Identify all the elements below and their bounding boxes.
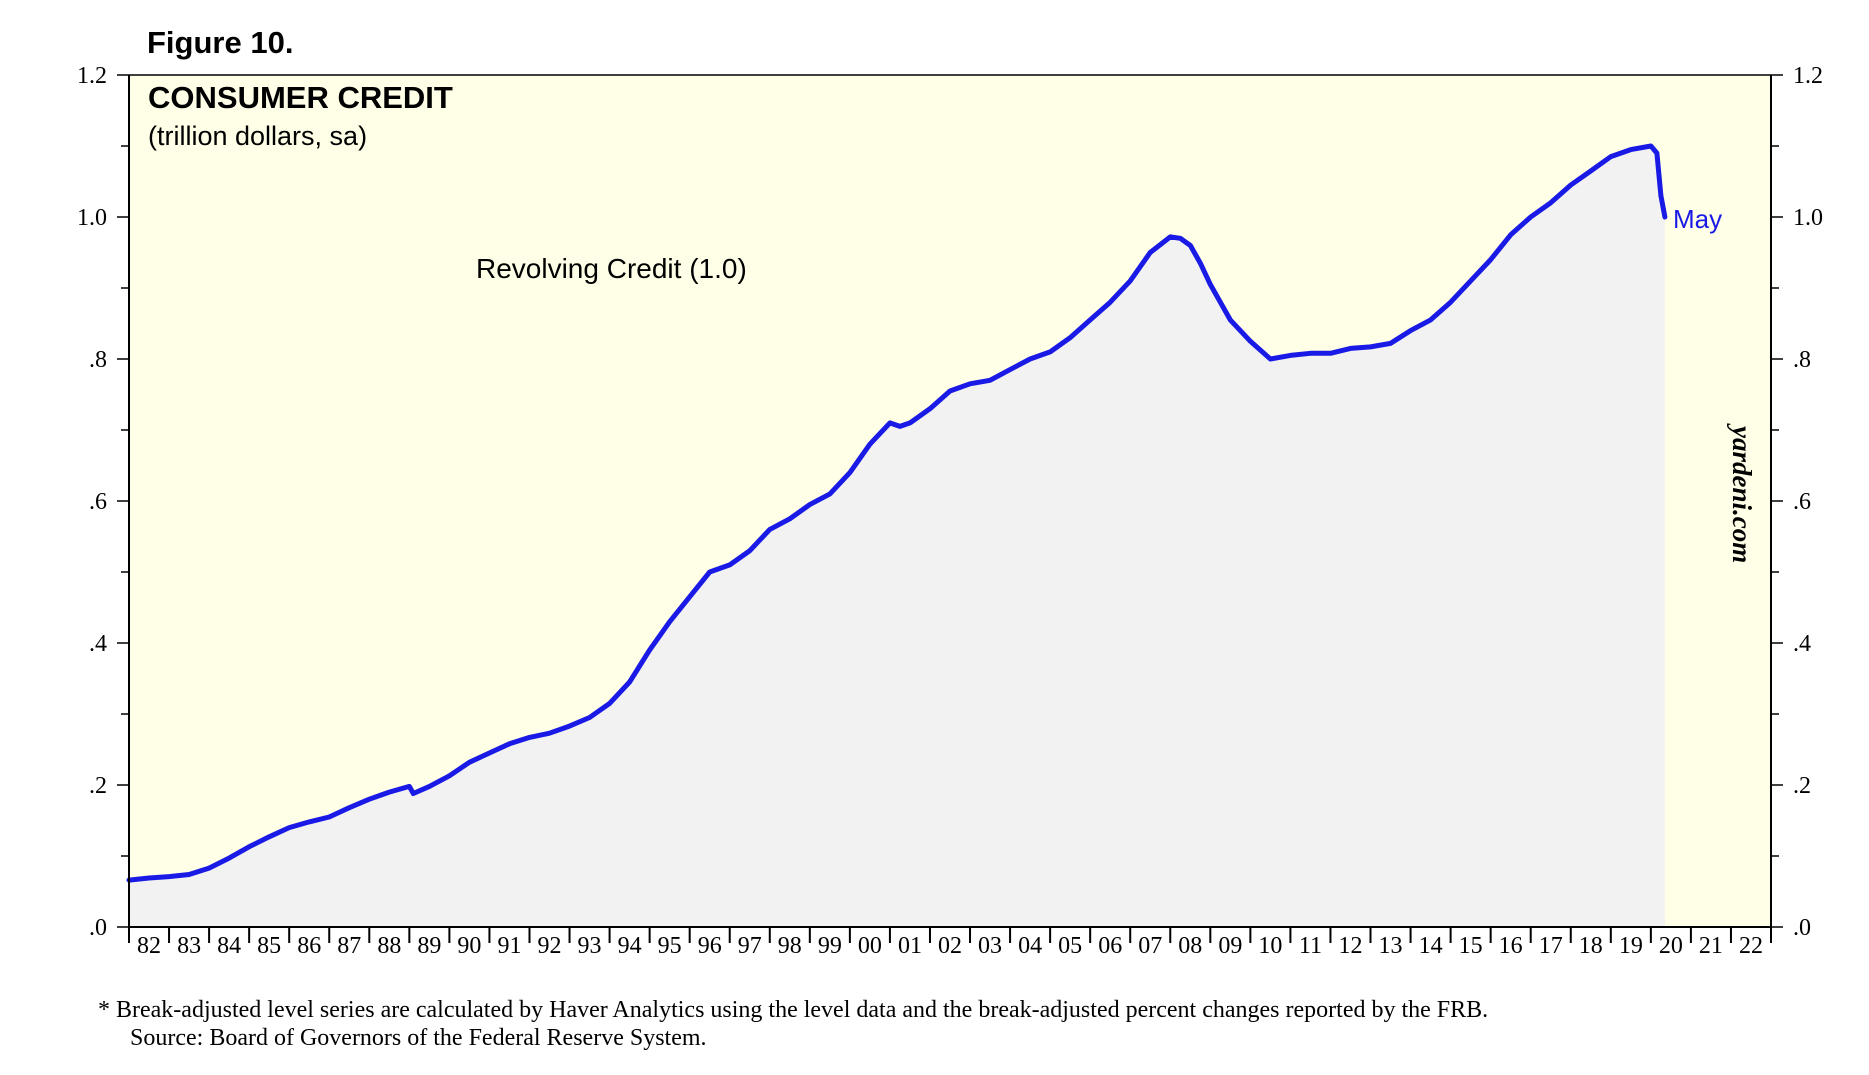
revolving-credit-line: [126, 143, 1668, 883]
x-tick-label: 95: [658, 933, 682, 959]
chart-subtitle: (trillion dollars, sa): [148, 121, 367, 151]
y-tick-label-left: .0: [89, 915, 107, 941]
x-tick-label: 10: [1258, 933, 1282, 959]
footnote-source: Source: Board of Governors of the Federa…: [130, 1025, 707, 1051]
y-tick-label-left: 1.0: [77, 205, 107, 231]
x-tick-label: 90: [457, 933, 481, 959]
y-tick-label-right: .8: [1793, 347, 1811, 373]
chart-title: CONSUMER CREDIT: [148, 80, 453, 115]
footnote-text: * Break-adjusted level series are calcul…: [98, 997, 1488, 1023]
figure-label: Figure 10.: [147, 25, 293, 60]
x-tick-label: 97: [738, 933, 762, 959]
x-tick-label: 96: [698, 933, 722, 959]
x-tick-label: 19: [1619, 933, 1643, 959]
x-tick-label: 00: [858, 933, 882, 959]
x-tick-label: 22: [1739, 933, 1763, 959]
x-tick-label: 91: [497, 933, 521, 959]
x-tick-label: 17: [1539, 933, 1563, 959]
x-tick-label: 07: [1138, 933, 1162, 959]
axes: [117, 74, 1783, 943]
y-tick-label-left: .6: [89, 489, 107, 515]
x-tick-label: 86: [297, 933, 321, 959]
x-tick-label: 84: [217, 933, 241, 959]
y-tick-label-right: .2: [1793, 773, 1811, 799]
x-tick-label: 88: [377, 933, 401, 959]
y-tick-label-left: .2: [89, 773, 107, 799]
annotation-may: May: [1673, 204, 1722, 234]
x-tick-label: 15: [1459, 933, 1483, 959]
y-tick-label-right: .6: [1793, 489, 1811, 515]
x-tick-label: 08: [1178, 933, 1202, 959]
x-tick-label: 13: [1379, 933, 1403, 959]
x-tick-label: 12: [1338, 933, 1362, 959]
x-tick-label: 87: [337, 933, 361, 959]
y-tick-label-right: .4: [1793, 631, 1811, 657]
x-tick-label: 14: [1419, 933, 1443, 959]
x-tick-label: 11: [1299, 933, 1322, 959]
x-tick-label: 05: [1058, 933, 1082, 959]
series-label: Revolving Credit (1.0): [476, 253, 747, 284]
x-tick-label: 03: [978, 933, 1002, 959]
y-tick-labels: .0 .0 .2 .2 .4 .4 .6 .6 .8 .8 1.0 1.0 1.2 1.2: [77, 63, 1823, 941]
x-tick-label: 16: [1499, 933, 1523, 959]
x-tick-label: 85: [257, 933, 281, 959]
y-tick-label-left: 1.2: [77, 63, 107, 89]
x-tick-label: 94: [618, 933, 642, 959]
series-area-fill: [129, 146, 1665, 927]
x-tick-label: 21: [1699, 933, 1723, 959]
x-tick-label: 82: [137, 933, 161, 959]
x-tick-labels: 82 83 84 85 86 87 88 89 90 91 92 93 94 95 96 97 98 99 00 01…: [137, 933, 1763, 959]
y-tick-label-left: .4: [89, 631, 107, 657]
x-tick-label: 83: [177, 933, 201, 959]
y-tick-label-right: 1.0: [1793, 205, 1823, 231]
x-tick-label: 20: [1659, 933, 1683, 959]
x-tick-label: 06: [1098, 933, 1122, 959]
watermark-yardeni: yardeni.com: [1727, 423, 1757, 563]
x-tick-label: 02: [938, 933, 962, 959]
x-tick-label: 89: [417, 933, 441, 959]
y-tick-label-right: 1.2: [1793, 63, 1823, 89]
y-tick-label-right: .0: [1793, 915, 1811, 941]
x-tick-label: 04: [1018, 933, 1042, 959]
x-tick-label: 92: [538, 933, 562, 959]
x-tick-label: 09: [1218, 933, 1242, 959]
x-tick-label: 99: [818, 933, 842, 959]
x-tick-label: 98: [778, 933, 802, 959]
x-tick-label: 18: [1579, 933, 1603, 959]
x-tick-label: 93: [578, 933, 602, 959]
x-tick-label: 01: [898, 933, 922, 959]
y-tick-label-left: .8: [89, 347, 107, 373]
